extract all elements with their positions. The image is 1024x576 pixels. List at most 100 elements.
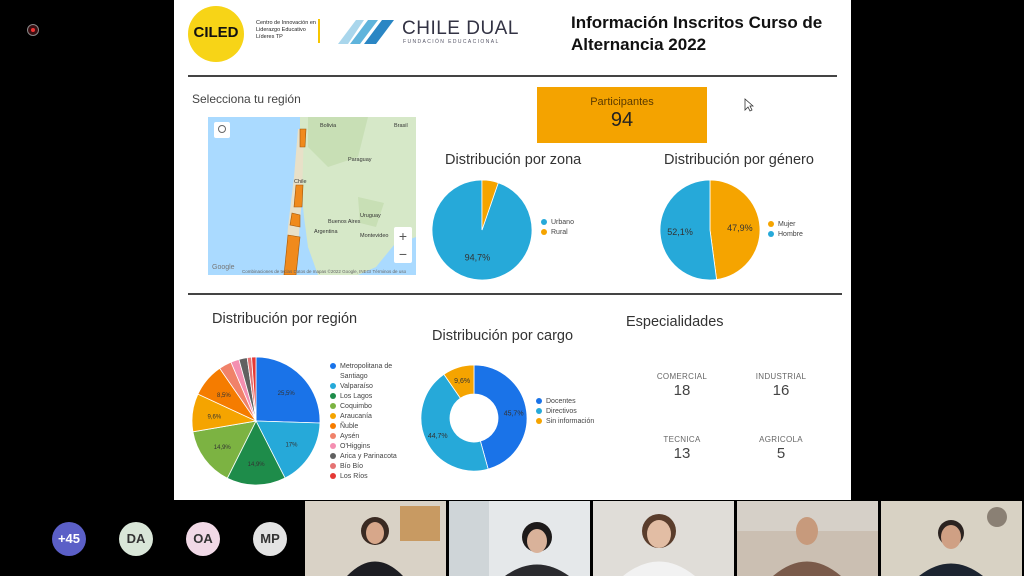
map-label: Argentina [314, 229, 338, 235]
map-fullscreen-button[interactable] [214, 122, 230, 138]
pie-slice [420, 373, 489, 472]
pie-slice-label: 52,1% [667, 227, 693, 237]
participant-video-tile[interactable] [593, 501, 734, 576]
pie-slice [192, 420, 257, 479]
specialty-value: 13 [673, 445, 691, 462]
chile-dual-subtitle: FUNDACIÓN EDUCACIONAL [403, 39, 500, 45]
google-logo: Google [212, 264, 235, 271]
legend-item-docentes: Docentes [536, 397, 598, 407]
map-label: Bolivia [320, 123, 337, 129]
participant-video-tile[interactable] [305, 501, 446, 576]
map-label: Chile [294, 179, 307, 185]
legend-item-region: Metropolitana de Santiago [330, 362, 410, 382]
page-title: Información Inscritos Curso de Alternanc… [571, 13, 823, 54]
specialty-name: TECNICA [663, 435, 701, 444]
legend-item-region: Ñuble [330, 422, 410, 432]
map-label: Brasil [394, 123, 408, 129]
legend-item-region: O'Higgins [330, 442, 410, 452]
chile-dual-brand: CHILE DUAL [402, 18, 519, 39]
specialty-name: AGRICOLA [759, 435, 803, 444]
pie-slice-label: 94,7% [465, 253, 491, 263]
recording-indicator-icon [27, 24, 39, 36]
specialty-name: INDUSTRIAL [755, 372, 807, 381]
map-label: Paraguay [348, 157, 372, 163]
legend-item-hombre: Hombre [768, 230, 803, 240]
map-label: Montevideo [360, 233, 389, 239]
pie-slice [709, 179, 761, 281]
participant-video-tile[interactable] [881, 501, 1022, 576]
chart-title-region: Distribución por región [212, 311, 358, 327]
legend-item-rural: Rural [541, 228, 574, 238]
specialty-value: 5 [776, 445, 786, 462]
map-label: Buenos Aires [328, 219, 361, 225]
section-divider [188, 293, 842, 295]
shared-screen-slide: CILED Centro de Innovación en Liderazgo … [174, 0, 851, 500]
pie-slice-label: 8,5% [217, 393, 231, 399]
lightbulb-icon [218, 125, 226, 133]
pie-chart-region: 25,5% 17% 14,9% 14,9% 9,6% 8,5% [191, 356, 321, 486]
pie-slice-label: 14,9% [248, 462, 266, 468]
legend-item-directivos: Directivos [536, 407, 598, 417]
donut-chart-cargo: 45,7% 44,7% 9,6% [420, 364, 528, 472]
pie-slice-label: 45,7% [504, 411, 524, 418]
pie-slice-label: 25,5% [278, 391, 296, 397]
participant-video-icon [347, 506, 440, 576]
chart-title-genero: Distribución por género [664, 152, 814, 168]
zoom-in-button[interactable]: + [398, 228, 408, 244]
legend-item-sin-informacion: Sin información [536, 417, 598, 427]
legend-item-region: Los Lagos [330, 392, 410, 402]
chile-dual-logo-icon [338, 20, 394, 44]
participant-video-tile[interactable] [737, 501, 878, 576]
participants-card: Participantes 94 [537, 87, 707, 143]
specialty-value: 18 [673, 382, 691, 399]
map-zoom-control: + − [394, 227, 412, 263]
ciled-logo-subtext: Centro de Innovación en Liderazgo Educat… [256, 20, 316, 40]
participant-video-icon [623, 514, 695, 576]
legend-item-urbano: Urbano [541, 218, 574, 228]
region-selector-label: Selecciona tu región [192, 92, 301, 106]
logo-divider [318, 19, 320, 43]
chart-title-zona: Distribución por zona [445, 152, 582, 168]
mouse-cursor-icon [744, 98, 754, 112]
zoom-out-button[interactable]: − [398, 246, 408, 262]
legend-item-region: Arica y Parinacota [330, 452, 410, 462]
legend-item-region: Los Ríos [330, 472, 410, 482]
legend-genero: Mujer Hombre [768, 220, 803, 240]
pie-slice [226, 420, 286, 486]
specialty-name: COMERCIAL [656, 372, 708, 381]
selected-regions-icon [283, 128, 307, 275]
pie-slice [659, 179, 718, 281]
participant-video-icon [449, 501, 569, 576]
participant-video-tile[interactable] [449, 501, 590, 576]
chart-title-cargo: Distribución por cargo [432, 328, 574, 344]
pie-slice-label: 9,6% [454, 378, 470, 385]
legend-region: Metropolitana de Santiago Valparaíso Los L… [330, 362, 410, 482]
header-divider [188, 75, 837, 77]
participants-value: 94 [610, 109, 634, 131]
participant-avatar[interactable]: MP [253, 522, 287, 556]
participant-avatar[interactable]: OA [186, 522, 220, 556]
specialty-value: 16 [772, 382, 790, 399]
pie-slice-label: 9,6% [208, 414, 222, 420]
pie-chart-genero: 47,9% 52,1% [659, 179, 761, 281]
legend-zona: Urbano Rural [541, 218, 574, 238]
legend-item-region: Bío Bío [330, 462, 410, 472]
region-map[interactable]: Bolivia Brasil Paraguay Chile Argentina … [208, 117, 416, 275]
legend-item-region: Araucanía [330, 412, 410, 422]
participant-avatar[interactable]: DA [119, 522, 153, 556]
pie-slice [255, 356, 321, 424]
legend-item-mujer: Mujer [768, 220, 803, 230]
legend-cargo: Docentes Directivos Sin información [536, 397, 598, 427]
pie-slice [481, 179, 499, 231]
pie-slice-label: 44,7% [428, 433, 448, 440]
pie-slice-label: 47,9% [727, 223, 753, 233]
more-participants-button[interactable]: +45 [52, 522, 86, 556]
pie-slice-label: 14,9% [214, 445, 232, 451]
participant-video-icon [737, 501, 878, 576]
legend-item-region: Aysén [330, 432, 410, 442]
participants-label: Participantes [590, 96, 654, 108]
map-attribution: Combinaciones de teclas Datos de mapas ©… [242, 269, 407, 274]
participant-video-icon [919, 507, 1007, 576]
specialties-title: Especialidades [626, 314, 724, 330]
pie-chart-zona: 94,7% [431, 179, 533, 281]
